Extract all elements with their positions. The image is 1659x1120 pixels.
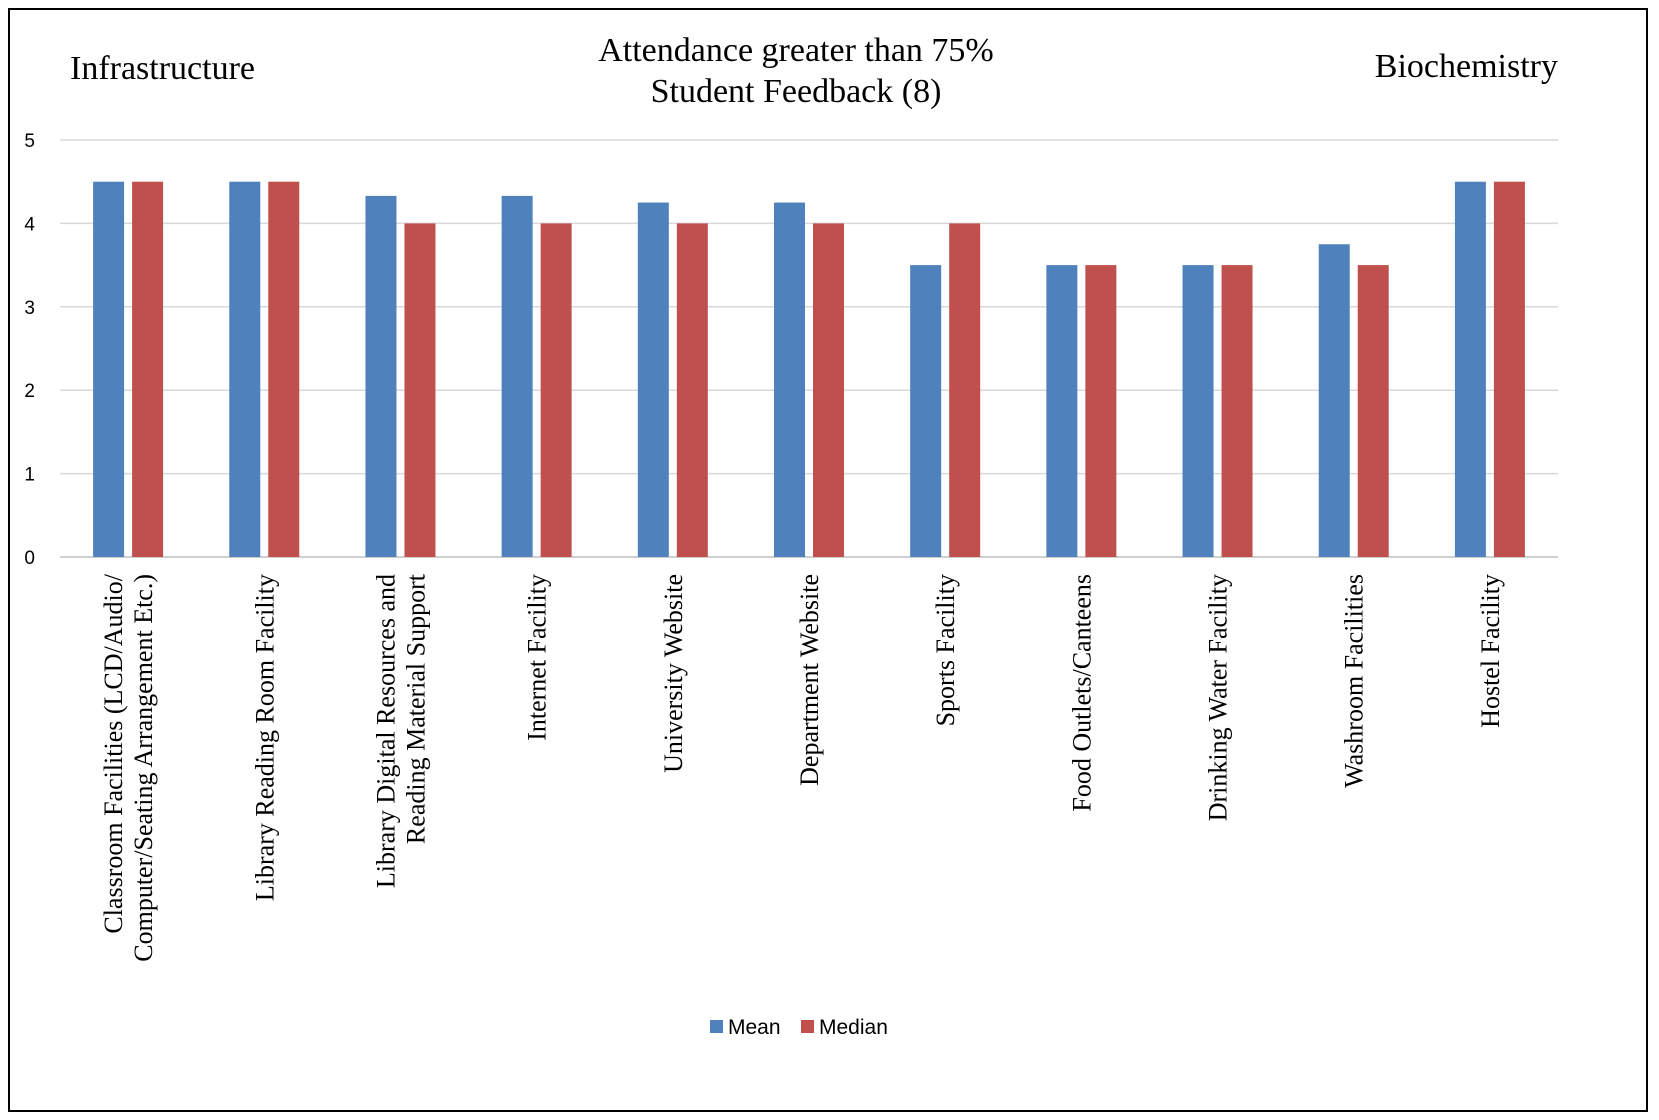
x-category-label: Internet Facility	[523, 574, 552, 741]
y-tick-label: 0	[24, 548, 35, 569]
bar-mean-4	[637, 202, 669, 558]
legend-label-median: Median	[819, 1016, 888, 1039]
bar-median-7	[1085, 265, 1117, 557]
bar-chart: Infrastructure Biochemistry Attendance g…	[24, 32, 1558, 1039]
legend-label-mean: Mean	[728, 1016, 781, 1039]
bar-mean-6	[910, 265, 942, 557]
corner-label-right: Biochemistry	[1375, 48, 1558, 85]
bar-mean-7	[1046, 265, 1078, 557]
bar-median-8	[1221, 265, 1253, 557]
bar-median-2	[404, 223, 436, 557]
bar-mean-10	[1454, 181, 1486, 557]
bar-median-5	[813, 223, 844, 557]
x-category-label: Sports Facility	[931, 574, 960, 726]
chart-frame: Infrastructure Biochemistry Attendance g…	[8, 8, 1648, 1112]
x-category-label: Computer/Seating Arrangement Etc.)	[129, 574, 158, 962]
x-category-label: Reading Material Support	[401, 573, 430, 844]
bar-mean-2	[365, 195, 397, 558]
x-category-label: Library Reading Room Facility	[250, 574, 279, 901]
corner-label-left: Infrastructure	[70, 50, 255, 87]
chart-title-line-2: Student Feedback (8)	[651, 73, 942, 110]
bar-median-4	[676, 223, 708, 557]
bar-mean-0	[93, 181, 125, 557]
bar-median-6	[949, 223, 981, 557]
bar-median-1	[268, 181, 300, 557]
y-tick-label: 5	[24, 131, 35, 152]
x-category-label: Hostel Facility	[1476, 574, 1505, 728]
bar-median-3	[540, 223, 572, 557]
y-tick-label: 2	[24, 381, 35, 402]
bar-mean-8	[1182, 265, 1214, 557]
category-labels: Classroom Facilities (LCD/Audio/Computer…	[99, 573, 1505, 962]
bar-median-9	[1357, 265, 1389, 557]
bar-median-10	[1493, 181, 1525, 557]
bar-median-0	[132, 181, 164, 557]
bar-mean-5	[774, 202, 805, 558]
chart-title-line-1: Attendance greater than 75%	[598, 32, 994, 69]
bar-mean-9	[1318, 244, 1350, 557]
y-axis-ticks: 0 1 2 3 4 5	[24, 131, 35, 569]
x-category-label: Washroom Facilities	[1340, 574, 1369, 788]
x-category-label: Food Outlets/Canteens	[1067, 574, 1096, 812]
y-tick-label: 1	[24, 465, 35, 486]
x-category-label: University Website	[659, 574, 688, 773]
legend: Mean Median	[710, 1016, 888, 1039]
bars	[93, 181, 1525, 558]
y-tick-label: 3	[24, 298, 35, 319]
legend-swatch-median	[801, 1020, 814, 1033]
x-category-label: Drinking Water Facility	[1204, 574, 1233, 821]
bar-mean-3	[501, 195, 533, 558]
x-category-label: Classroom Facilities (LCD/Audio/	[99, 573, 128, 933]
bar-mean-1	[229, 181, 261, 557]
y-tick-label: 4	[24, 214, 35, 235]
x-category-label: Department Website	[795, 574, 824, 786]
legend-swatch-mean	[710, 1020, 723, 1033]
gridlines	[60, 139, 1558, 558]
x-category-label: Library Digital Resources and	[371, 574, 400, 888]
